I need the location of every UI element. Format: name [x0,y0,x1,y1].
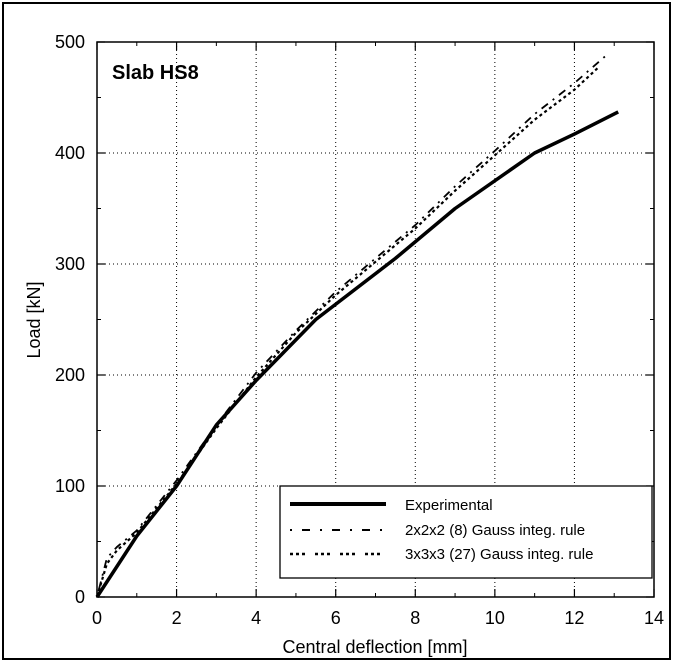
y-tick-label: 200 [55,365,85,385]
y-tick-label: 500 [55,32,85,52]
x-tick-label: 8 [410,608,420,628]
series-line-2 [95,66,600,598]
series-line-0 [95,110,619,598]
series-group [95,54,619,598]
y-tick-label: 0 [75,587,85,607]
y-tick-label: 400 [55,143,85,163]
y-tick-label: 300 [55,254,85,274]
legend-label-27-gauss: 3x3x3 (27) Gauss integ. rule [405,546,593,563]
x-tick-label: 12 [564,608,584,628]
legend: Experimental 2x2x2 (8) Gauss integ. rule… [279,485,653,579]
x-axis-title: Central deflection [mm] [282,637,467,657]
x-tick-label: 10 [485,608,505,628]
y-axis-title: Load [kN] [24,281,44,358]
x-tick-label: 6 [331,608,341,628]
axis-ticks: 0 2 4 6 8 10 12 14 0 100 200 300 400 500 [55,32,664,628]
legend-label-experimental: Experimental [405,497,493,514]
legend-box [279,485,653,579]
legend-label-8-gauss: 2x2x2 (8) Gauss integ. rule [405,522,585,539]
x-tick-label: 14 [644,608,664,628]
series-line-1 [96,54,607,598]
chart-annotation: Slab HS8 [112,62,199,84]
x-tick-label: 0 [92,608,102,628]
x-tick-label: 4 [251,608,261,628]
x-tick-label: 2 [172,608,182,628]
y-tick-label: 100 [55,476,85,496]
